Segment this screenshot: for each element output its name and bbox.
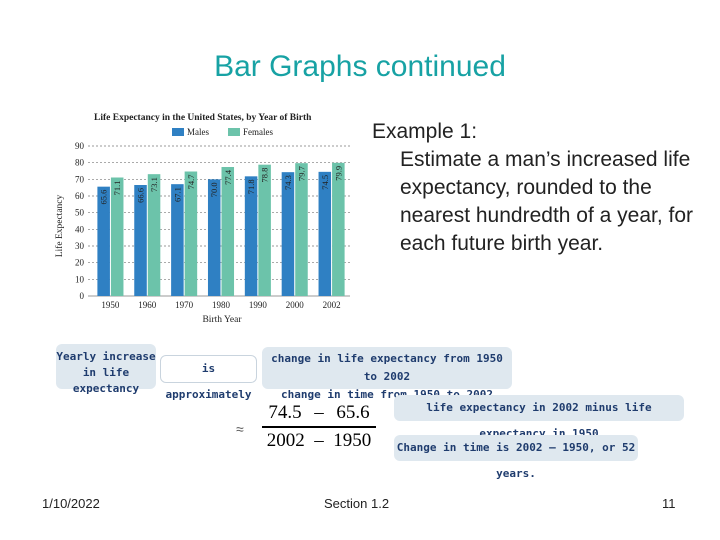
approx-symbol: ≈	[236, 421, 244, 437]
is-approximately-bubble: is approximately	[160, 355, 257, 401]
formula-den-b: 1950	[333, 429, 372, 451]
footer-page-number: 11	[662, 496, 676, 511]
x-tick-label: 1950	[101, 300, 120, 310]
bar-value-label: 66.6	[136, 188, 146, 203]
y-tick-label: 90	[75, 141, 85, 151]
bar-females-1970	[184, 171, 198, 296]
x-tick-label: 1990	[249, 300, 268, 310]
y-tick-label: 80	[75, 158, 85, 168]
bar-value-label: 71.8	[246, 179, 256, 194]
change-numerator-text: change in life expectancy from 1950 to 2…	[271, 352, 503, 383]
bar-value-label: 71.1	[112, 181, 122, 196]
formula-num-a: 74.5	[268, 402, 302, 423]
formula-num-b: 65.6	[336, 402, 370, 423]
x-axis-label: Birth Year	[202, 315, 242, 325]
y-tick-label: 60	[75, 191, 85, 201]
footer-section: Section 1.2	[324, 496, 390, 511]
bar-value-label: 74.5	[320, 175, 330, 190]
bar-value-label: 73.1	[149, 177, 159, 192]
bar-value-label: 70.0	[209, 182, 219, 197]
bar-males-1950	[97, 186, 110, 296]
formula-num-op: –	[314, 402, 324, 423]
example-heading: Example 1:	[372, 120, 478, 143]
bar-value-label: 77.4	[223, 169, 233, 185]
legend-swatch-females	[228, 128, 240, 136]
bar-value-label: 79.9	[333, 166, 343, 181]
x-tick-label: 1960	[138, 300, 157, 310]
time-change-bubble: Change in time is 2002 – 1950, or 52 yea…	[394, 435, 638, 480]
y-tick-label: 50	[75, 208, 85, 218]
y-tick-label: 30	[75, 241, 85, 251]
y-axis-label: Life Expectancy	[54, 195, 65, 258]
bar-males-2002	[318, 171, 332, 296]
fraction-bar	[262, 426, 376, 428]
chart-title: Life Expectancy in the United States, by…	[94, 113, 312, 123]
bar-value-label: 74.3	[283, 175, 293, 190]
y-tick-label: 40	[75, 224, 85, 234]
x-tick-label: 2002	[323, 300, 341, 310]
x-tick-label: 1970	[175, 300, 194, 310]
bar-males-2000	[281, 172, 295, 296]
y-tick-label: 20	[75, 258, 85, 268]
footer-date: 1/10/2022	[42, 496, 100, 511]
bar-females-1990	[258, 164, 271, 296]
formula-fraction: 74.5 – 65.6 2002 – 1950	[262, 402, 376, 452]
yearly-increase-bubble: Yearly increase in life expectancy	[56, 344, 156, 395]
bar-value-label: 74.7	[186, 175, 196, 190]
slide-title: Bar Graphs continued	[214, 50, 506, 83]
example-text: Estimate a man’s increased life expectan…	[400, 148, 694, 255]
y-tick-label: 70	[75, 174, 85, 184]
bar-value-label: 78.8	[260, 168, 270, 183]
x-tick-label: 2000	[286, 300, 305, 310]
bar-females-2000	[295, 163, 308, 296]
chart-legend: Males Females	[172, 127, 273, 137]
bar-females-1950	[110, 177, 124, 296]
y-tick-label: 0	[80, 291, 85, 301]
bar-value-label: 67.1	[172, 187, 182, 202]
bar-males-1960	[134, 185, 147, 296]
life-expectancy-chart: Life Expectancy in the United States, by…	[54, 113, 350, 325]
formula-den-op: –	[314, 429, 324, 451]
bar-males-1990	[244, 176, 258, 296]
legend-label-females: Females	[243, 127, 273, 137]
bar-females-1960	[147, 174, 161, 296]
bar-males-1980	[207, 179, 221, 296]
legend-swatch-males	[172, 128, 184, 136]
legend-label-males: Males	[187, 127, 209, 137]
bar-value-label: 65.6	[99, 190, 109, 205]
example-block: Example 1: Estimate a man’s increased li…	[372, 118, 702, 258]
y-tick-label: 10	[75, 274, 85, 284]
life-expectancy-diff-bubble: life expectancy in 2002 minus life expec…	[394, 395, 684, 440]
bar-males-1970	[171, 184, 184, 296]
bar-females-2002	[332, 162, 345, 296]
bar-value-label: 79.7	[296, 166, 306, 181]
bar-females-1980	[221, 167, 235, 296]
formula-den-a: 2002	[266, 429, 305, 451]
x-tick-label: 1980	[212, 300, 231, 310]
change-ratio-bubble: change in life expectancy from 1950 to 2…	[262, 347, 512, 401]
